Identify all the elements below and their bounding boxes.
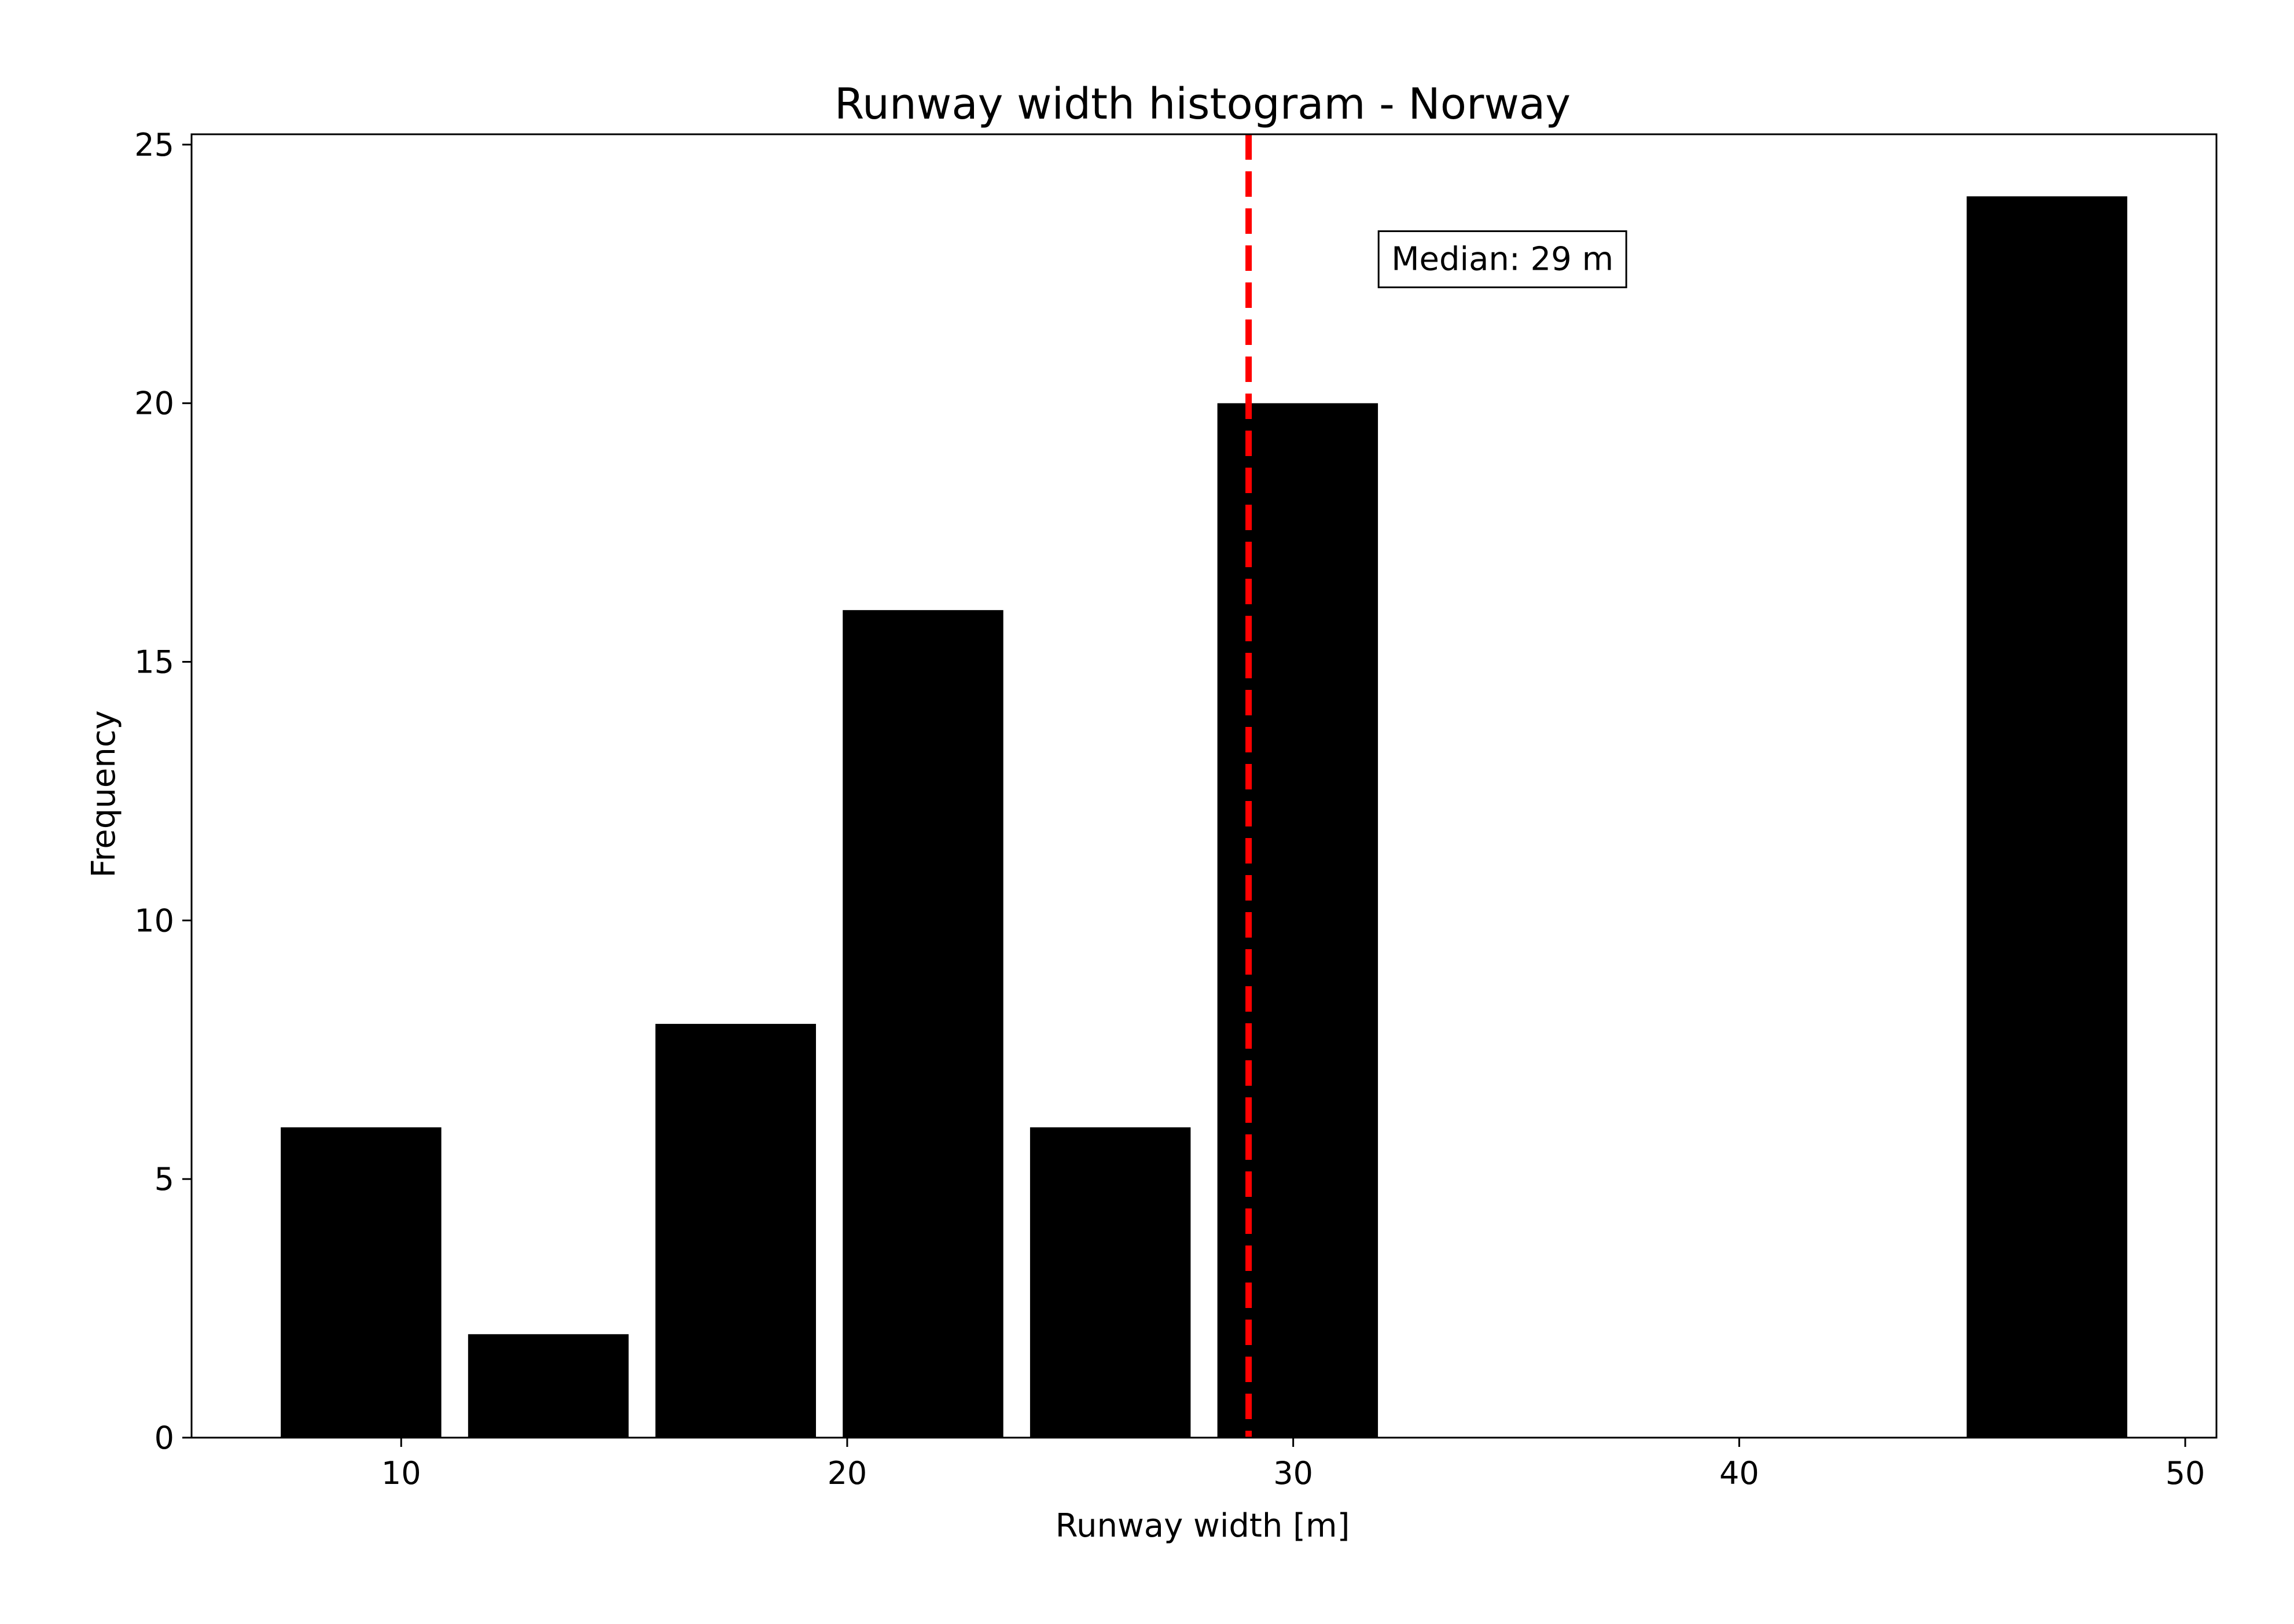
histogram-bar-6	[1966, 196, 2127, 1438]
y-tick-label-15: 15	[134, 644, 174, 681]
x-axis-ticks: 10 20 30 40 50	[381, 1438, 2205, 1491]
y-tick-label-0: 0	[155, 1420, 174, 1456]
histogram-bar-5	[1217, 403, 1378, 1438]
x-tick-label-10: 10	[381, 1455, 421, 1491]
y-tick-label-5: 5	[155, 1161, 174, 1197]
y-tick-label-25: 25	[134, 127, 174, 163]
x-axis-label: Runway width [m]	[1056, 1507, 1350, 1545]
x-tick-label-40: 40	[1719, 1455, 1759, 1491]
median-annotation-box	[1377, 230, 1627, 288]
bars-group	[281, 196, 2127, 1438]
histogram-bar-4	[1030, 1127, 1191, 1438]
y-tick-label-10: 10	[134, 902, 174, 939]
x-tick-label-30: 30	[1273, 1455, 1313, 1491]
x-tick-label-50: 50	[2166, 1455, 2205, 1491]
y-axis-ticks: 0 5 10 15 20 25	[134, 127, 192, 1456]
histogram-bar-0	[281, 1127, 442, 1438]
y-axis-label: Frequency	[85, 710, 123, 877]
chart-title: Runway width histogram - Norway	[834, 79, 1571, 129]
histogram-bar-2	[655, 1024, 816, 1438]
plot-area-frame	[190, 133, 2218, 1439]
median-annotation-text: Median: 29 m	[1391, 240, 1613, 278]
histogram-bar-1	[468, 1334, 629, 1438]
histogram-bar-3	[843, 610, 1003, 1438]
x-tick-label-20: 20	[828, 1455, 867, 1491]
annotation-group: Median: 29 m	[1377, 230, 1627, 288]
y-tick-label-20: 20	[134, 385, 174, 422]
